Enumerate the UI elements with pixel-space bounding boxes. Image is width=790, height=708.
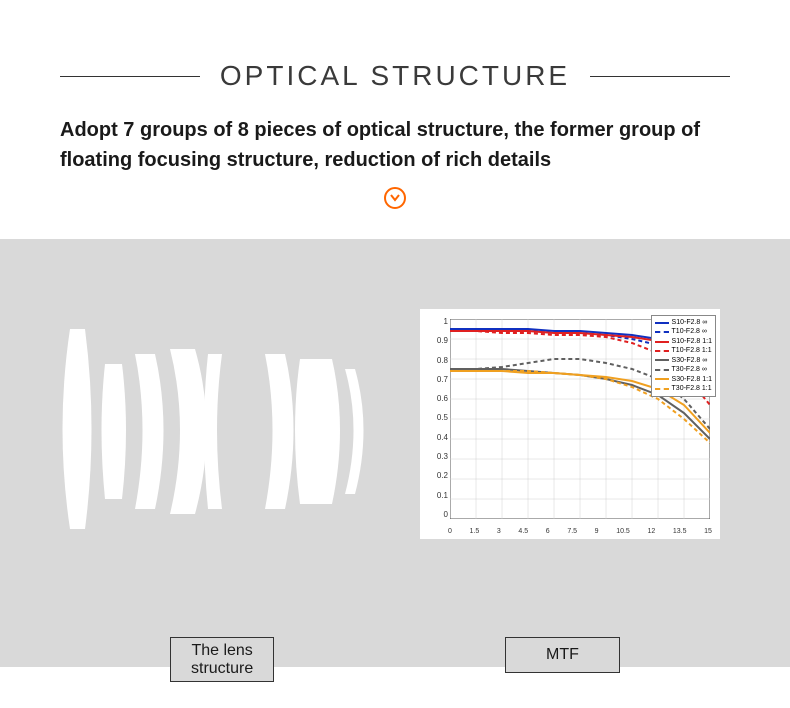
mtf-legend: S10-F2.8 ∞T10-F2.8 ∞S10-F2.8 1:1T10-F2.8… [651, 315, 716, 397]
page-title: OPTICAL STRUCTURE [220, 60, 570, 92]
mtf-chart: 1 0.9 0.8 0.7 0.6 0.5 0.4 0.3 0.2 0.1 0 0 1.5 3 4.5 6 7… [420, 309, 720, 539]
mtf-y-tick: 1 [430, 317, 448, 326]
mtf-legend-item: T30-F2.8 ∞ [655, 365, 712, 374]
mtf-legend-item: T30-F2.8 1:1 [655, 384, 712, 393]
mtf-y-tick: 0.6 [430, 394, 448, 403]
mtf-legend-item: S10-F2.8 ∞ [655, 318, 712, 327]
mtf-legend-item: S10-F2.8 1:1 [655, 337, 712, 346]
diagram-section: 1 0.9 0.8 0.7 0.6 0.5 0.4 0.3 0.2 0.1 0 0 1.5 3 4.5 6 7… [0, 239, 790, 667]
mtf-x-tick: 10.5 [616, 528, 630, 535]
mtf-x-tick: 1.5 [470, 528, 480, 535]
mtf-y-tick: 0.3 [430, 452, 448, 461]
mtf-x-tick: 9 [595, 528, 599, 535]
lens-structure-label: The lens structure [170, 637, 274, 682]
mtf-y-tick: 0.1 [430, 491, 448, 500]
mtf-y-tick: 0.4 [430, 433, 448, 442]
mtf-y-tick: 0.5 [430, 413, 448, 422]
lens-label-line1: The lens [191, 642, 252, 659]
header-section: OPTICAL STRUCTURE Adopt 7 groups of 8 pi… [0, 0, 790, 209]
mtf-legend-item: T10-F2.8 1:1 [655, 346, 712, 355]
mtf-x-tick: 13.5 [673, 528, 687, 535]
down-icon-wrap [0, 187, 790, 209]
mtf-y-tick: 0 [430, 510, 448, 519]
mtf-x-tick: 4.5 [518, 528, 528, 535]
mtf-legend-item: S30-F2.8 ∞ [655, 356, 712, 365]
lens-label-line2: structure [191, 660, 253, 677]
mtf-y-tick: 0.2 [430, 471, 448, 480]
title-row: OPTICAL STRUCTURE [0, 60, 790, 92]
mtf-x-tick: 0 [448, 528, 452, 535]
mtf-legend-item: S30-F2.8 1:1 [655, 375, 712, 384]
mtf-legend-item: T10-F2.8 ∞ [655, 327, 712, 336]
mtf-x-tick: 6 [546, 528, 550, 535]
mtf-x-tick: 7.5 [567, 528, 577, 535]
mtf-x-tick: 12 [647, 528, 655, 535]
page-subtitle: Adopt 7 groups of 8 pieces of optical st… [0, 100, 790, 175]
lens-structure-diagram [50, 319, 370, 539]
title-line-right [590, 76, 730, 77]
mtf-y-tick: 0.7 [430, 375, 448, 384]
mtf-x-tick: 3 [497, 528, 501, 535]
mtf-x-ticks: 0 1.5 3 4.5 6 7.5 9 10.5 12 13.5 15 [448, 528, 712, 535]
mtf-y-ticks: 1 0.9 0.8 0.7 0.6 0.5 0.4 0.3 0.2 0.1 0 [430, 317, 448, 519]
mtf-x-tick: 15 [704, 528, 712, 535]
mtf-label: MTF [505, 637, 620, 673]
title-line-left [60, 76, 200, 77]
mtf-y-tick: 0.8 [430, 356, 448, 365]
mtf-y-tick: 0.9 [430, 336, 448, 345]
chevron-down-icon [384, 187, 406, 209]
